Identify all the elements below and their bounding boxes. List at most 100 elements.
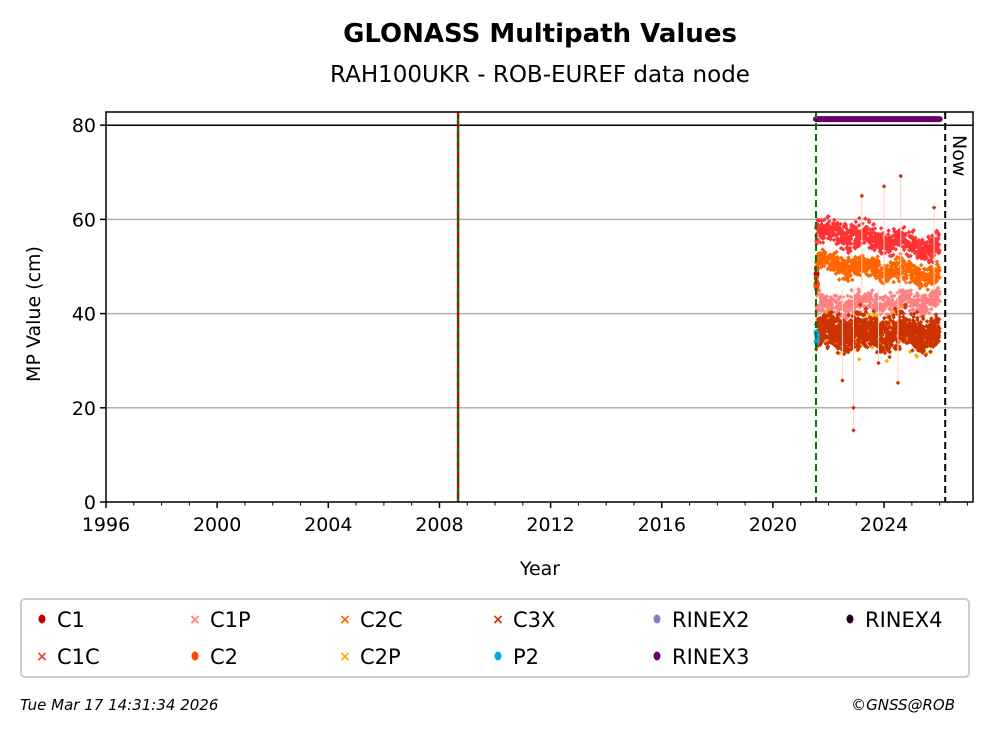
data-point: [915, 302, 921, 308]
data-point: [853, 219, 859, 225]
data-point: [882, 350, 888, 356]
data-point: [848, 325, 853, 331]
data-point: [894, 266, 899, 272]
data-point: [902, 291, 908, 296]
data-point: [934, 275, 940, 280]
legend-label-C2: C2: [210, 645, 238, 669]
data-point: [899, 327, 904, 332]
data-point: [862, 342, 868, 347]
legend-marker-C2C: ×: [339, 612, 351, 628]
data-point: [887, 324, 893, 329]
data-point: [922, 304, 927, 309]
data-point: [835, 334, 840, 340]
data-point: [915, 338, 920, 343]
data-point: [886, 348, 891, 353]
data-point: [907, 308, 912, 314]
data-point: [881, 297, 886, 303]
data-point: [826, 334, 831, 339]
data-point: [908, 339, 913, 345]
data-point: [884, 278, 889, 284]
data-point: [887, 273, 892, 278]
data-point: [935, 294, 940, 300]
data-point: [903, 280, 909, 285]
x-tick-label: 1996: [82, 514, 130, 536]
data-point: [815, 262, 821, 268]
data-point: [842, 271, 848, 277]
data-point: [867, 326, 872, 332]
data-point: [848, 294, 854, 300]
data-point: [878, 278, 883, 284]
data-point: [859, 312, 865, 317]
data-point: [840, 294, 846, 300]
data-point: [852, 269, 858, 275]
data-point: [825, 340, 831, 346]
data-point: [911, 319, 916, 325]
data-point: [847, 322, 852, 327]
data-point: [881, 325, 886, 330]
data-point: [856, 287, 861, 292]
data-point: [929, 255, 935, 260]
data-point: [912, 328, 918, 334]
now-label: Now: [948, 135, 970, 176]
x-tick-label: 2004: [304, 514, 352, 536]
data-point: [891, 319, 896, 324]
data-point: [863, 317, 869, 322]
data-point: [906, 289, 911, 294]
x-tick-label: 2012: [526, 514, 574, 536]
x-tick-label: 2020: [749, 514, 797, 536]
data-point: [837, 339, 842, 344]
data-point: [866, 298, 872, 304]
data-point: [839, 305, 845, 311]
data-point: [836, 303, 842, 308]
data-point: [900, 259, 905, 264]
data-point: [931, 302, 937, 307]
data-point: [859, 332, 864, 337]
legend-marker-C3X: ×: [492, 612, 504, 628]
data-point: [815, 307, 821, 313]
data-point: [849, 287, 854, 293]
data-point: [886, 315, 891, 320]
data-point: [847, 331, 852, 337]
footer-timestamp: Tue Mar 17 14:31:34 2026: [20, 696, 218, 714]
legend-label-C1: C1: [57, 608, 85, 632]
data-point: [929, 306, 934, 312]
data-point: [915, 348, 921, 353]
data-point: [842, 348, 848, 354]
data-point: [868, 341, 874, 347]
data-point: [918, 339, 924, 345]
legend-label-RINEX3: RINEX3: [672, 645, 750, 669]
data-point: [843, 344, 849, 349]
data-point: [863, 309, 869, 315]
data-point: [901, 311, 906, 316]
data-point: [844, 323, 849, 329]
data-point: [835, 350, 841, 356]
data-point: [830, 314, 836, 320]
data-point: [927, 265, 932, 271]
data-point: [873, 331, 879, 337]
data-point: [885, 330, 890, 335]
data-point: [915, 293, 921, 298]
data-point: [875, 254, 880, 259]
data-point: [845, 259, 851, 265]
y-tick-label: 20: [72, 398, 96, 420]
data-point: [833, 262, 839, 268]
data-point: [917, 343, 922, 349]
data-point: [882, 315, 887, 321]
data-point: [934, 259, 940, 264]
data-point: [924, 255, 930, 261]
data-point: [877, 273, 883, 279]
data-point: [857, 344, 862, 350]
data-point: [924, 319, 930, 324]
data-point: [928, 332, 934, 338]
data-point: [902, 305, 908, 310]
data-point: [912, 294, 917, 299]
data-point: [833, 271, 839, 277]
data-point: [884, 358, 890, 364]
data-point: [882, 306, 887, 312]
data-point: [918, 274, 923, 280]
data-point: [837, 294, 843, 300]
data-point: [907, 320, 912, 326]
data-point: [925, 276, 931, 281]
data-point: [891, 279, 896, 285]
data-point: [837, 311, 842, 317]
